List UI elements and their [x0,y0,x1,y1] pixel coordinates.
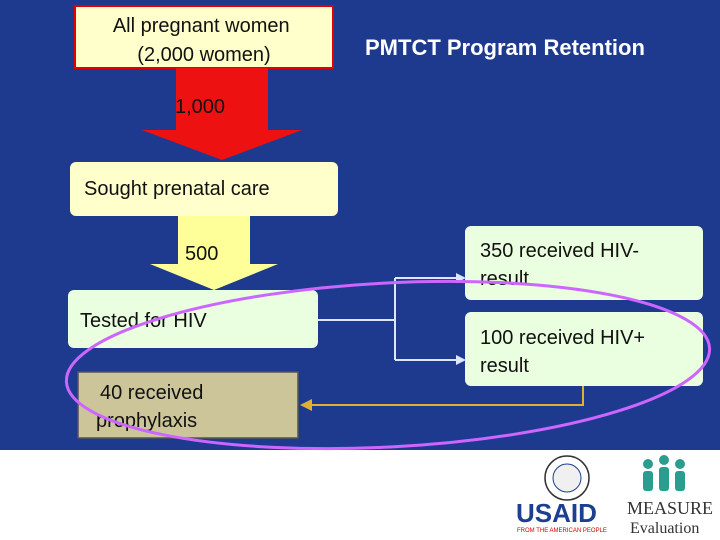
node-text: 350 received HIV- result [480,240,645,290]
connector [318,277,458,361]
node-text: Sought prenatal care [84,178,270,200]
node-text: Tested for HIV [80,310,207,332]
arrow-label: 1,000 [175,96,225,118]
node-text: 40 received prophylaxis [96,382,209,432]
highlight-ellipse [64,279,712,451]
arrow [142,68,302,160]
node-text: All pregnant women (2,000 women) [113,15,295,66]
text-line: Sought prenatal care [84,178,270,200]
node-text: 100 received HIV+ result [480,327,651,377]
logo-text: USAID [516,498,597,528]
arrowhead [300,399,312,411]
text-line: Tested for HIV [80,310,207,332]
arrow-label: 500 [185,243,218,265]
text-line: All pregnant women [113,15,290,37]
arrow [150,216,278,290]
text-line: result [480,355,529,377]
node-box [465,226,703,300]
text-line: (2,000 women) [137,44,270,66]
arrowhead [456,355,466,365]
text-line: 350 received HIV- [480,240,639,262]
logo-text: Evaluation [630,520,699,537]
node-box [68,290,318,348]
node-box [74,5,334,69]
connector [310,386,584,406]
logo-text: FROM THE AMERICAN PEOPLE [517,528,607,534]
logo-text: MEASURE [627,498,713,518]
text-line: 40 received [100,382,203,404]
text-line: prophylaxis [96,410,197,432]
node-box [70,162,338,216]
measure-figures [643,455,685,491]
text-line: 100 received HIV+ [480,327,645,349]
text-line: result [480,268,529,290]
usaid-seal [552,463,582,493]
node-box [465,312,703,386]
title: PMTCT Program Retention [365,35,645,60]
footer [0,450,720,540]
